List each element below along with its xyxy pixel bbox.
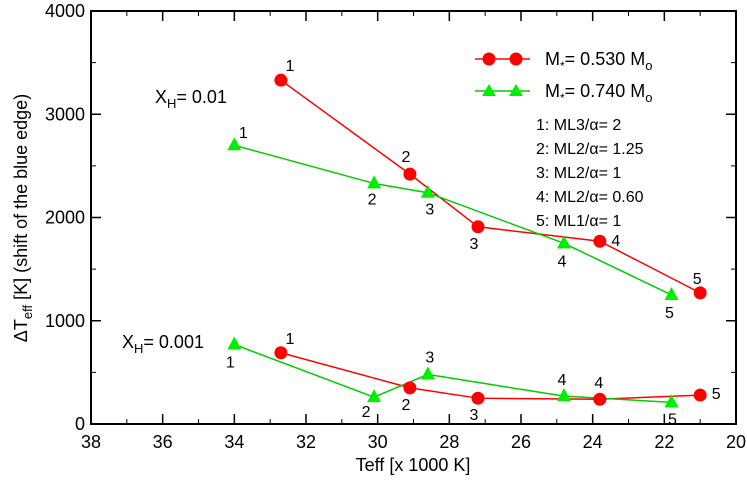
point-label: 3 [425, 202, 434, 219]
y-tick-label: 3000 [45, 104, 85, 124]
x-tick-label: 34 [224, 432, 244, 452]
xh-high-label: XH= 0.01 [155, 87, 227, 111]
point-label: 4 [558, 372, 567, 389]
legend-label-0740: M*= 0.740 Mo [545, 81, 652, 105]
legend-entry-0530: M*= 0.530 Mo [475, 49, 652, 73]
data-point [403, 381, 417, 395]
data-point [471, 220, 485, 234]
series-line [280, 352, 701, 400]
x-tick-label: 36 [153, 432, 173, 452]
x-tick-label: 28 [439, 432, 459, 452]
model-notes: 1: ML3/α= 2 2: ML2/α= 1.25 3: ML2/α= 1 4… [536, 117, 644, 230]
data-point [664, 394, 679, 408]
series-lines [234, 79, 701, 404]
data-point [274, 73, 288, 87]
point-label: 5 [668, 411, 677, 428]
plot-frame [90, 10, 737, 425]
point-label: 4 [611, 233, 620, 250]
y-tick-label: 0 [75, 414, 85, 434]
point-label: 1 [226, 354, 235, 371]
y-tick-label: 2000 [45, 208, 85, 228]
data-point [420, 366, 435, 380]
legend-marker-0740-b [509, 84, 523, 96]
data-point [471, 391, 485, 405]
legend-label-0530: M*= 0.530 Mo [545, 49, 652, 73]
data-point [557, 235, 571, 249]
point-label: 4 [558, 253, 567, 270]
data-point [274, 346, 288, 360]
point-label: 2 [401, 397, 410, 414]
point-label: 3 [470, 407, 479, 424]
y-axis-title: ΔTeff [K] (shift of the blue edge) [11, 94, 35, 342]
model-note-3: 3: ML2/α= 1 [536, 165, 621, 182]
model-note-2: 2: ML2/α= 1.25 [536, 141, 644, 158]
x-axis-ticks: 38 36 34 32 30 28 26 24 22 20 [81, 11, 746, 452]
point-label: 2 [401, 149, 410, 166]
data-point [227, 137, 242, 151]
series-line [280, 79, 701, 294]
data-point [420, 184, 435, 198]
point-label: 1 [285, 331, 294, 348]
x-tick-label: 22 [654, 432, 674, 452]
x-axis-title: Teff [x 1000 K] [356, 455, 471, 475]
model-note-4: 4: ML2/α= 0.60 [536, 189, 644, 206]
y-tick-label: 4000 [45, 1, 85, 21]
x-tick-label: 26 [511, 432, 531, 452]
point-label: 5 [665, 305, 674, 322]
x-tick-label: 30 [368, 432, 388, 452]
legend-marker-0530-b [509, 52, 523, 66]
point-labels: 1 2 3 4 5 1 2 3 4 5 1 2 3 4 5 1 2 3 4 5 [226, 58, 721, 428]
data-point [693, 286, 707, 300]
x-tick-label: 24 [583, 432, 603, 452]
series-markers [227, 73, 707, 408]
point-label: 1 [285, 58, 294, 75]
point-label: 2 [362, 404, 371, 421]
data-point [664, 286, 679, 300]
point-label: 1 [239, 125, 248, 142]
data-point [557, 388, 571, 402]
model-note-5: 5: ML1/α= 1 [536, 213, 621, 230]
data-point [593, 234, 607, 248]
legend-marker-0740 [482, 84, 496, 96]
x-tick-label: 20 [726, 432, 746, 452]
point-label: 3 [425, 349, 434, 366]
y-axis-ticks: 0 1000 2000 3000 4000 [45, 1, 736, 434]
y-tick-label: 1000 [45, 311, 85, 331]
legend: M*= 0.530 Mo M*= 0.740 Mo [475, 49, 652, 105]
data-point [593, 392, 607, 406]
data-point [227, 336, 242, 350]
model-note-1: 1: ML3/α= 2 [536, 117, 621, 134]
data-point [367, 389, 382, 403]
point-label: 5 [712, 386, 721, 403]
x-tick-label: 38 [81, 432, 101, 452]
legend-marker-0530 [482, 52, 496, 66]
point-label: 3 [470, 236, 479, 253]
point-label: 2 [368, 191, 377, 208]
xh-low-label: XH= 0.001 [122, 332, 204, 356]
data-point [367, 175, 382, 189]
data-point [403, 167, 417, 181]
point-label: 5 [693, 271, 702, 288]
x-tick-label: 32 [296, 432, 316, 452]
legend-entry-0740: M*= 0.740 Mo [475, 81, 652, 105]
data-point [693, 388, 707, 402]
point-label: 4 [594, 375, 603, 392]
